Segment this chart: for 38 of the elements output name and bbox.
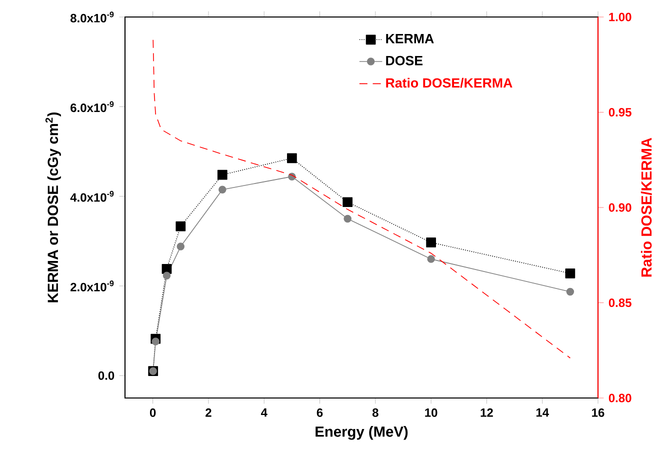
y-tick-label: 2.0x10$^{-9}$ <box>70 280 114 292</box>
point <box>565 268 576 278</box>
x-tick-label: 12 <box>480 408 493 417</box>
y2-tick-label: 0.95 <box>608 108 632 117</box>
y2-tick-label: 0.80 <box>608 394 632 402</box>
point <box>162 272 171 280</box>
y2-tick-label: 1.00 <box>609 12 632 22</box>
point <box>342 197 353 208</box>
x-axis-title: Energy (MeV) <box>316 426 408 440</box>
point <box>426 238 436 248</box>
legend-label: Ratio DOSE/KERMA <box>386 78 512 88</box>
point <box>176 221 186 232</box>
point <box>287 153 297 164</box>
y2-tick-label: 0.85 <box>608 298 632 308</box>
x-tick-label: 6 <box>316 408 323 417</box>
x-tick-label: 10 <box>425 408 438 417</box>
y-tick-label: 4.0x10$^{-9}$ <box>70 190 114 202</box>
legend-label: DOSE <box>386 56 423 66</box>
point <box>218 186 226 194</box>
y-tick-label: 0.0 <box>98 371 114 380</box>
point <box>344 214 352 223</box>
point <box>152 338 160 346</box>
y-tick-label: 8.0x10$^{-9}$ <box>70 12 114 22</box>
y-tick-label: 6.0x10$^{-9}$ <box>70 101 114 112</box>
point <box>427 255 435 263</box>
x-tick-label: 0 <box>150 408 156 417</box>
legend-label: KERMA <box>386 34 434 44</box>
point <box>566 288 574 296</box>
x-tick-label: 14 <box>536 408 549 417</box>
y2-axis-title: Ratio DOSE/KERMA <box>640 138 652 277</box>
x-tick-label: 16 <box>592 408 604 417</box>
point <box>176 242 185 250</box>
x-tick-label: 4 <box>260 408 268 417</box>
y2-tick-label: 0.90 <box>608 203 632 212</box>
y-axis-title: KERMA or DOSE (cGy cm$^{2}$) <box>45 112 61 302</box>
point <box>217 170 228 180</box>
x-tick-label: 2 <box>206 408 212 417</box>
x-tick-label: 8 <box>372 408 378 417</box>
